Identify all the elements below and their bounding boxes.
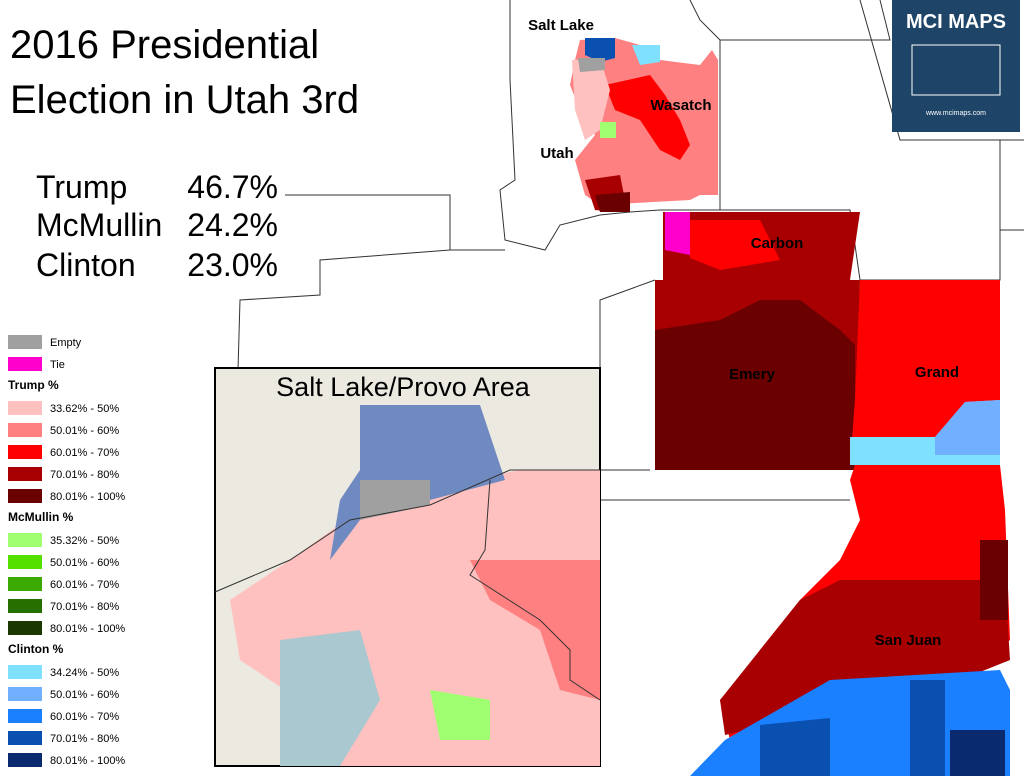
legend-label: 50.01% - 60%: [50, 689, 119, 701]
legend-swatch: [8, 731, 42, 745]
county-label: Emery: [729, 366, 776, 383]
logo-title: MCI MAPS: [906, 11, 1006, 33]
region: [655, 300, 855, 470]
legend-label: Tie: [50, 359, 65, 371]
legend-swatch: [8, 445, 42, 459]
logo-url: www.mcimaps.com: [925, 110, 986, 117]
region: [910, 680, 945, 776]
region: [980, 540, 1008, 620]
region: [595, 192, 630, 212]
title-line: 2016 Presidential: [10, 23, 319, 67]
legend-swatch: [8, 665, 42, 679]
region: [720, 580, 1010, 735]
legend-label: 60.01% - 70%: [50, 447, 119, 459]
legend: Empty Tie Trump % 33.62% - 50% 50.01% - 60% 6…: [8, 335, 125, 767]
county-label: San Juan: [875, 632, 942, 649]
candidate: Clinton: [36, 247, 136, 283]
legend-swatch: [8, 709, 42, 723]
county-label: Utah: [540, 145, 573, 162]
legend-label: 33.62% - 50%: [50, 403, 119, 415]
county-label: Grand: [915, 364, 959, 381]
legend-heading: Trump %: [8, 378, 59, 392]
title-line: Election in Utah 3rd: [10, 78, 359, 122]
legend-heading: Clinton %: [8, 642, 64, 656]
region: [632, 45, 660, 65]
legend-label: 70.01% - 80%: [50, 601, 119, 613]
region: [585, 38, 615, 62]
share: 23.0%: [187, 247, 278, 283]
legend-label: 60.01% - 70%: [50, 711, 119, 723]
share: 46.7%: [187, 169, 278, 205]
legend-swatch: [8, 753, 42, 767]
legend-swatch: [8, 687, 42, 701]
legend-label: 60.01% - 70%: [50, 579, 119, 591]
legend-label: 80.01% - 100%: [50, 491, 125, 503]
region: [935, 400, 1000, 455]
candidate: Trump: [36, 169, 127, 205]
region: [578, 58, 605, 72]
legend-swatch: [8, 533, 42, 547]
region: [572, 58, 610, 140]
legend-swatch: [8, 335, 42, 349]
legend-label: 80.01% - 100%: [50, 755, 125, 767]
candidate: McMullin: [36, 207, 162, 243]
share: 24.2%: [187, 207, 278, 243]
legend-swatch: [8, 555, 42, 569]
region: [760, 718, 830, 776]
legend-label: 50.01% - 60%: [50, 425, 119, 437]
region: [600, 122, 616, 138]
legend-heading: McMullin %: [8, 510, 74, 524]
region: [665, 212, 690, 255]
legend-swatch: [8, 489, 42, 503]
county-label: Carbon: [751, 235, 804, 252]
legend-swatch: [8, 401, 42, 415]
legend-swatch: [8, 577, 42, 591]
legend-label: 70.01% - 80%: [50, 469, 119, 481]
legend-swatch: [8, 599, 42, 613]
region: [950, 730, 1005, 776]
legend-swatch: [8, 621, 42, 635]
inset-title: Salt Lake/Provo Area: [276, 372, 531, 402]
region: [605, 75, 690, 160]
legend-label: Empty: [50, 337, 82, 349]
legend-label: 50.01% - 60%: [50, 557, 119, 569]
county-label: Wasatch: [650, 97, 711, 114]
legend-swatch: [8, 423, 42, 437]
logo: MCI MAPS www.mcimaps.com: [892, 0, 1020, 132]
legend-swatch: [8, 467, 42, 481]
legend-label: 70.01% - 80%: [50, 733, 119, 745]
legend-label: 34.24% - 50%: [50, 667, 119, 679]
legend-swatch: [8, 357, 42, 371]
inset: [214, 367, 601, 767]
legend-label: 80.01% - 100%: [50, 623, 125, 635]
county-label: Salt Lake: [528, 17, 594, 34]
legend-label: 35.32% - 50%: [50, 535, 119, 547]
region: [690, 220, 780, 270]
